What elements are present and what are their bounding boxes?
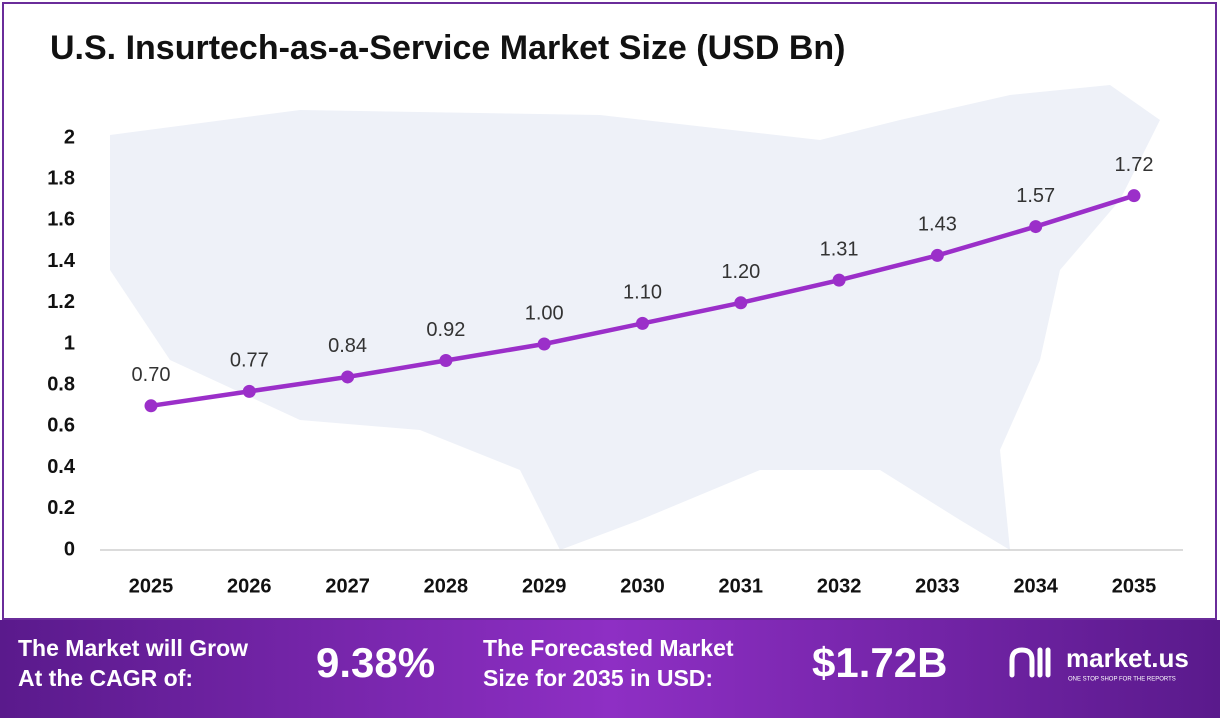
brand-tagline: ONE STOP SHOP FOR THE REPORTS — [1068, 677, 1176, 683]
data-point — [144, 399, 158, 413]
y-tick-label: 1 — [64, 332, 75, 354]
y-tick-label: 0.2 — [47, 497, 75, 519]
brand-logo — [1009, 647, 1051, 678]
forecast-text: Size for 2035 in USD: — [483, 665, 713, 691]
data-label: 0.77 — [230, 350, 269, 372]
brand-name: market.us — [1066, 643, 1189, 673]
x-tick-label: 2032 — [817, 575, 862, 597]
x-tick-label: 2030 — [620, 575, 665, 597]
data-label: 1.31 — [820, 238, 859, 260]
chart-title: U.S. Insurtech-as-a-Service Market Size … — [50, 29, 845, 67]
data-point — [1029, 220, 1043, 234]
data-point — [537, 337, 551, 351]
y-tick-label: 1.2 — [47, 291, 75, 313]
forecast-text: The Forecasted Market — [483, 635, 734, 661]
footer-band — [0, 620, 1220, 718]
data-point — [242, 384, 256, 398]
cagr-text: At the CAGR of: — [18, 665, 193, 691]
y-tick-label: 0.6 — [47, 415, 75, 437]
data-point — [341, 370, 355, 384]
y-tick-label: 1.6 — [47, 209, 75, 231]
x-tick-label: 2025 — [129, 575, 174, 597]
x-tick-label: 2029 — [522, 575, 567, 597]
x-tick-label: 2027 — [325, 575, 370, 597]
data-label: 1.20 — [721, 261, 760, 283]
y-tick-label: 0 — [64, 538, 75, 560]
x-tick-label: 2033 — [915, 575, 960, 597]
x-tick-label: 2035 — [1112, 575, 1157, 597]
x-tick-label: 2026 — [227, 575, 272, 597]
data-point — [636, 316, 649, 330]
data-label: 0.84 — [328, 335, 367, 357]
forecast-value: $1.72B — [812, 639, 947, 686]
data-point — [1127, 189, 1141, 203]
data-label: 0.92 — [426, 319, 465, 341]
data-label: 1.72 — [1115, 154, 1154, 176]
x-tick-label: 2028 — [424, 575, 469, 597]
data-label: 1.00 — [525, 302, 564, 324]
y-tick-label: 1.8 — [47, 167, 75, 189]
x-tick-label: 2031 — [719, 575, 764, 597]
data-label: 1.57 — [1016, 185, 1055, 207]
data-point — [832, 273, 846, 287]
data-label: 1.10 — [623, 282, 662, 304]
map-background — [110, 85, 1160, 550]
y-tick-label: 2 — [64, 126, 75, 148]
data-point — [439, 353, 453, 367]
y-tick-label: 1.4 — [47, 250, 76, 272]
data-point — [734, 296, 748, 310]
cagr-text: The Market will Grow — [18, 635, 248, 661]
x-tick-label: 2034 — [1013, 575, 1058, 597]
data-label: 1.43 — [918, 214, 957, 236]
cagr-value: 9.38% — [316, 639, 435, 686]
data-point — [930, 248, 944, 262]
data-label: 0.70 — [132, 364, 171, 386]
y-tick-label: 0.4 — [47, 456, 76, 478]
y-tick-label: 0.8 — [47, 373, 75, 395]
